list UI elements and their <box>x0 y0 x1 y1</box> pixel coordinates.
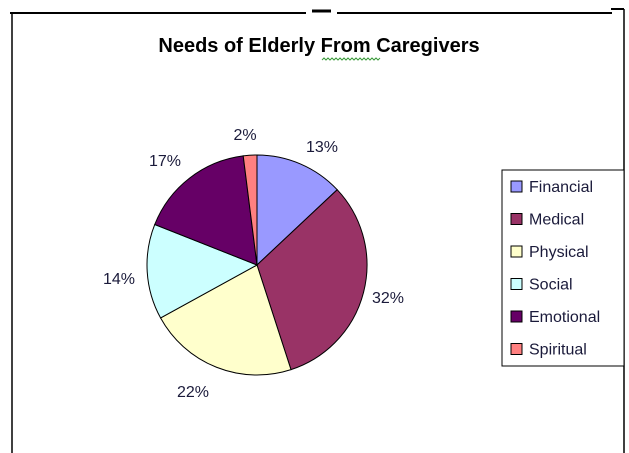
data-label-social: 14% <box>103 271 135 288</box>
legend-label-emotional: Emotional <box>529 309 600 326</box>
pie-slices <box>146 154 368 376</box>
data-label-emotional: 17% <box>149 153 181 170</box>
pie-slice-social <box>146 223 259 319</box>
legend-swatch-spiritual <box>510 343 523 355</box>
pie-slice-medical <box>256 188 368 371</box>
title-spellcheck-underline <box>321 57 381 61</box>
data-label-medical: 32% <box>372 290 404 307</box>
pie-slice-emotional <box>154 155 258 266</box>
legend-swatch-financial <box>510 180 523 193</box>
pie-slice-financial <box>256 154 338 267</box>
pie-labels: 13% 32% 22% 14% 17% 2% <box>103 127 404 401</box>
data-label-financial: 13% <box>306 139 338 156</box>
legend-label-spiritual: Spiritual <box>529 342 587 359</box>
legend-box <box>501 169 625 367</box>
pie-slice-spiritual <box>242 154 258 266</box>
data-label-physical: 22% <box>177 384 209 401</box>
legend-label-social: Social <box>529 277 573 294</box>
legend-swatch-physical <box>510 245 523 258</box>
legend: Financial Medical Physical Social Emotional S… <box>501 169 625 367</box>
legend-swatch-emotional <box>510 310 523 323</box>
data-label-spiritual: 2% <box>233 127 256 144</box>
legend-swatch-medical <box>510 213 523 225</box>
pie-slice-physical <box>159 264 292 376</box>
legend-label-physical: Physical <box>529 244 589 261</box>
chart-title: Needs of Elderly From Caregivers <box>158 35 479 57</box>
legend-swatch-social <box>510 278 523 290</box>
legend-label-financial: Financial <box>529 179 593 196</box>
legend-label-medical: Medical <box>529 212 584 229</box>
